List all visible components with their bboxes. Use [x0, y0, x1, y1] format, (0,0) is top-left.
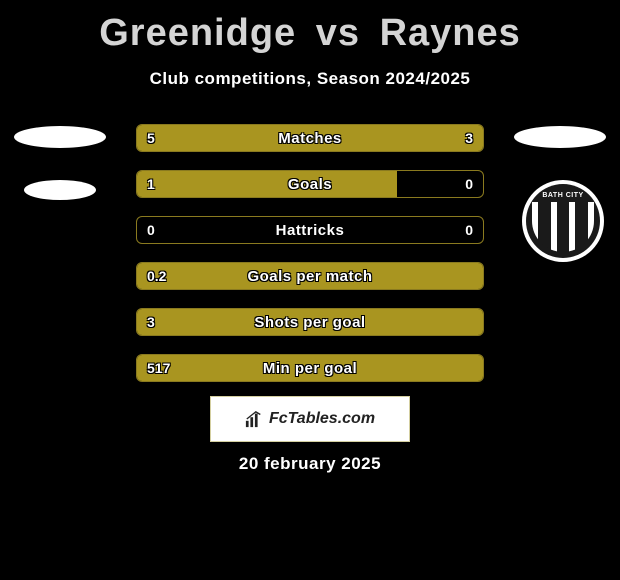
right-club-placeholder-1: [514, 126, 606, 148]
badge-text: BATH CITY: [526, 192, 600, 199]
stat-label: Shots per goal: [137, 309, 483, 335]
stat-row: 0.2Goals per match: [136, 262, 484, 290]
date-line: 20 february 2025: [0, 454, 620, 474]
right-club-badge: BATH CITY: [522, 180, 604, 262]
left-club-placeholder-2: [24, 180, 96, 200]
stat-row: 3Shots per goal: [136, 308, 484, 336]
brand-chart-icon: [245, 410, 263, 428]
stat-row: 10Goals: [136, 170, 484, 198]
brand-text: FcTables.com: [269, 410, 375, 428]
brand-box: FcTables.com: [210, 396, 410, 442]
vs-separator: vs: [316, 12, 360, 54]
stat-row: 00Hattricks: [136, 216, 484, 244]
stat-label: Goals: [137, 171, 483, 197]
stat-row: 517Min per goal: [136, 354, 484, 382]
stat-row: 53Matches: [136, 124, 484, 152]
stat-label: Hattricks: [137, 217, 483, 243]
page-title: Greenidge vs Raynes: [0, 0, 620, 55]
stat-label: Min per goal: [137, 355, 483, 381]
badge-stripes: [532, 202, 594, 252]
stat-label: Goals per match: [137, 263, 483, 289]
subtitle: Club competitions, Season 2024/2025: [0, 69, 620, 89]
player2-name: Raynes: [380, 12, 521, 54]
stat-label: Matches: [137, 125, 483, 151]
left-club-placeholder-1: [14, 126, 106, 148]
badge-inner: BATH CITY: [526, 184, 600, 258]
stats-bars: 53Matches 10Goals 00Hattricks 0.2Goals per …: [136, 124, 484, 400]
player1-name: Greenidge: [99, 12, 296, 54]
